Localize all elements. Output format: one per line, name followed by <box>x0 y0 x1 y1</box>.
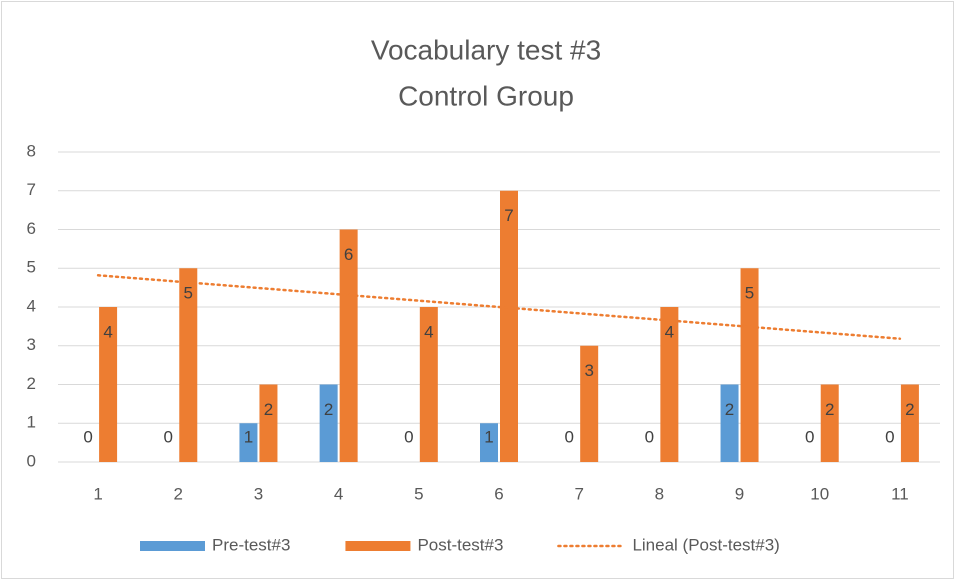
legend-swatch <box>345 541 411 551</box>
bar <box>900 384 919 462</box>
data-label: 3 <box>584 361 593 380</box>
bar <box>339 229 358 462</box>
bar <box>500 190 518 462</box>
x-tick-label: 7 <box>574 484 583 503</box>
data-label: 4 <box>665 322 674 341</box>
data-label: 7 <box>504 206 513 225</box>
trendline <box>96 274 902 340</box>
data-label: 5 <box>745 284 754 303</box>
x-tick-label: 8 <box>655 484 664 503</box>
bar <box>660 307 679 462</box>
y-tick-label: 7 <box>27 180 36 199</box>
data-label: 0 <box>564 427 573 446</box>
data-label: 4 <box>103 322 112 341</box>
y-tick-label: 1 <box>27 413 36 432</box>
x-tick-label: 6 <box>494 484 503 503</box>
bar <box>580 345 599 462</box>
bar <box>259 384 278 462</box>
data-label: 0 <box>885 427 894 446</box>
bar <box>319 384 338 462</box>
bar <box>179 268 198 462</box>
x-tick-label: 2 <box>174 484 183 503</box>
chart-subtitle: Control Group <box>398 80 574 111</box>
legend-label: Lineal (Post-test#3) <box>632 535 779 554</box>
data-label: 0 <box>805 427 814 446</box>
y-tick-label: 5 <box>27 258 36 277</box>
bar <box>820 384 839 462</box>
x-tick-label: 1 <box>93 484 102 503</box>
data-label: 2 <box>324 400 333 419</box>
data-label: 0 <box>404 427 413 446</box>
data-label: 4 <box>424 322 433 341</box>
data-label: 2 <box>905 400 914 419</box>
bar <box>740 268 759 462</box>
x-tick-label: 3 <box>254 484 263 503</box>
data-label: 2 <box>725 400 734 419</box>
bar <box>480 423 498 462</box>
data-label: 0 <box>83 427 92 446</box>
data-label: 6 <box>344 245 353 264</box>
x-tick-label: 4 <box>334 484 343 503</box>
bar <box>99 307 118 462</box>
data-label: 2 <box>825 400 834 419</box>
x-tick-label: 10 <box>810 484 829 503</box>
legend-label: Pre-test#3 <box>212 535 290 554</box>
y-tick-label: 0 <box>27 451 36 470</box>
data-label: 1 <box>244 427 253 446</box>
y-tick-label: 4 <box>27 296 36 315</box>
data-label: 5 <box>184 284 193 303</box>
data-label: 1 <box>484 427 493 446</box>
y-tick-label: 8 <box>27 141 36 160</box>
data-label: 0 <box>645 427 654 446</box>
data-label: 0 <box>164 427 173 446</box>
chart-title: Vocabulary test #3 <box>371 34 601 65</box>
x-tick-label: 11 <box>891 484 909 503</box>
x-tick-label: 9 <box>735 484 744 503</box>
legend-swatch <box>140 541 205 551</box>
y-tick-label: 6 <box>27 219 36 238</box>
y-tick-label: 3 <box>27 335 36 354</box>
bar <box>419 307 438 462</box>
bar <box>239 423 258 462</box>
data-label: 2 <box>264 400 273 419</box>
y-tick-label: 2 <box>27 374 36 393</box>
bar <box>720 384 739 462</box>
legend-label: Post-test#3 <box>417 535 503 554</box>
x-tick-label: 5 <box>414 484 423 503</box>
